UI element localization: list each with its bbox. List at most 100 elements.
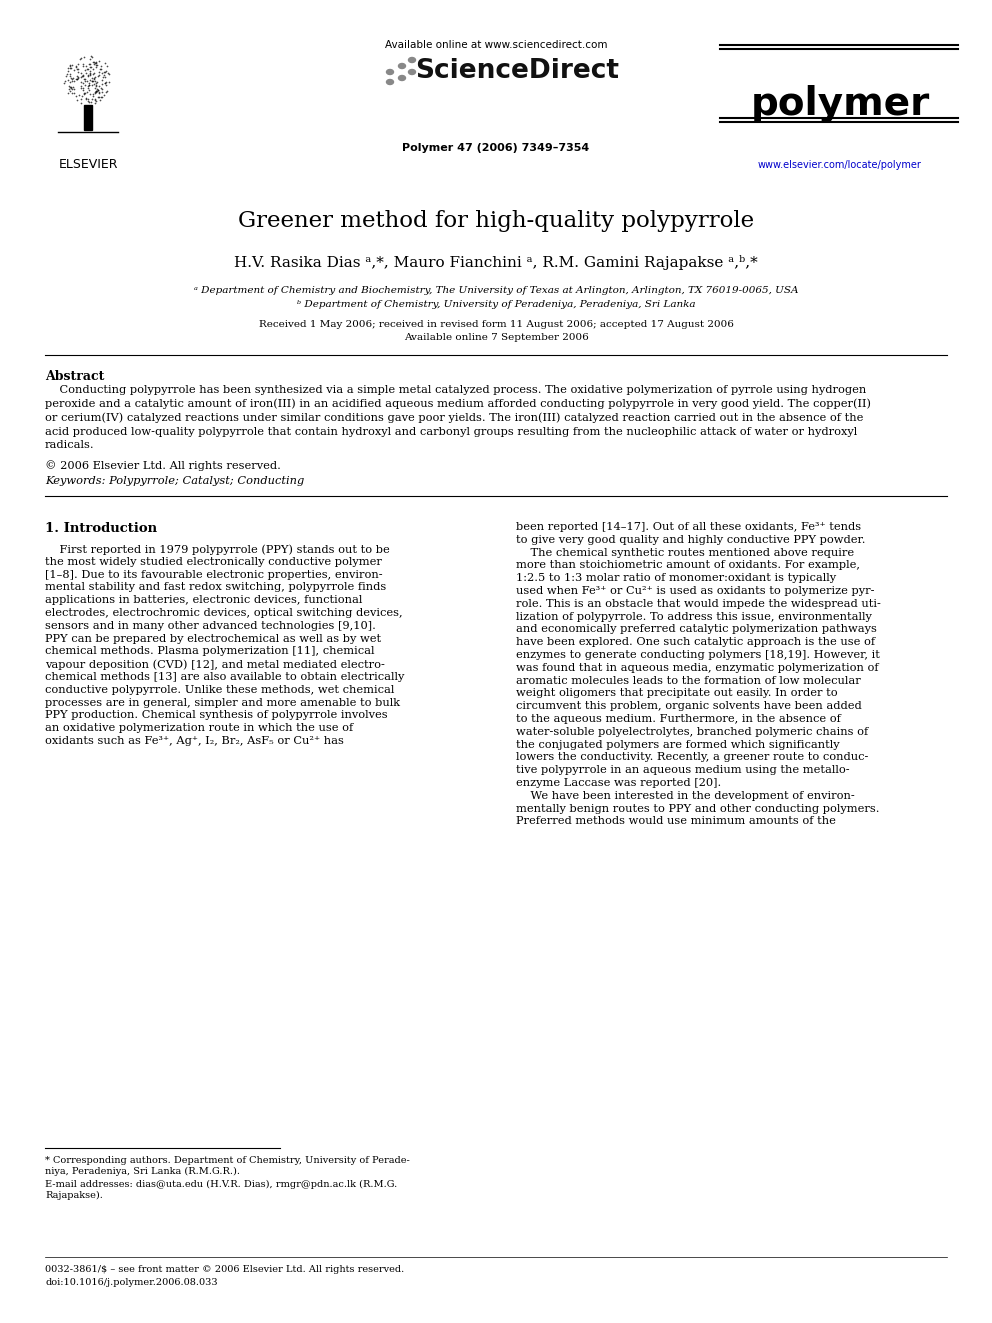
Text: ScienceDirect: ScienceDirect: [415, 58, 619, 83]
Point: [85, 69, 101, 90]
Point: [69, 61, 85, 82]
Point: [93, 86, 109, 107]
Point: [87, 78, 103, 99]
Point: [82, 65, 98, 86]
Text: Greener method for high-quality polypyrrole: Greener method for high-quality polypyrr…: [238, 210, 754, 232]
Point: [87, 81, 103, 102]
Point: [96, 61, 112, 82]
Point: [77, 69, 93, 90]
Point: [80, 78, 96, 99]
Point: [94, 81, 110, 102]
Point: [89, 54, 105, 75]
Text: [1–8]. Due to its favourable electronic properties, environ-: [1–8]. Due to its favourable electronic …: [45, 570, 383, 579]
Point: [57, 71, 72, 93]
Text: Conducting polypyrrole has been synthesized via a simple metal catalyzed process: Conducting polypyrrole has been synthesi…: [45, 385, 871, 450]
Point: [61, 69, 76, 90]
Point: [81, 75, 97, 97]
Point: [62, 71, 77, 93]
Point: [89, 78, 105, 99]
Ellipse shape: [399, 64, 406, 69]
Point: [87, 73, 103, 94]
Point: [64, 67, 80, 89]
Point: [71, 49, 87, 70]
Text: mentally benign routes to PPY and other conducting polymers.: mentally benign routes to PPY and other …: [516, 803, 880, 814]
Point: [80, 54, 96, 75]
Ellipse shape: [387, 70, 394, 74]
Point: [67, 69, 83, 90]
Point: [88, 53, 104, 74]
Point: [92, 90, 108, 111]
Point: [79, 65, 95, 86]
Point: [62, 78, 77, 99]
Point: [71, 85, 87, 106]
Text: ᵇ Department of Chemistry, University of Peradeniya, Peradeniya, Sri Lanka: ᵇ Department of Chemistry, University of…: [297, 300, 695, 310]
Text: sensors and in many other advanced technologies [9,10].: sensors and in many other advanced techn…: [45, 620, 376, 631]
Text: role. This is an obstacle that would impede the widespread uti-: role. This is an obstacle that would imp…: [516, 599, 881, 609]
Point: [82, 64, 98, 85]
Point: [67, 86, 83, 107]
Point: [65, 70, 81, 91]
Bar: [84, 105, 92, 130]
Text: The chemical synthetic routes mentioned above require: The chemical synthetic routes mentioned …: [516, 548, 854, 557]
Point: [84, 70, 100, 91]
Point: [99, 79, 115, 101]
Text: © 2006 Elsevier Ltd. All rights reserved.: © 2006 Elsevier Ltd. All rights reserved…: [45, 460, 281, 471]
Point: [89, 71, 105, 93]
Point: [87, 89, 103, 110]
Point: [97, 66, 113, 87]
Point: [93, 78, 109, 99]
Point: [74, 53, 90, 74]
Point: [62, 64, 77, 85]
Point: [75, 79, 91, 101]
Point: [95, 67, 111, 89]
Point: [81, 49, 97, 70]
Point: [69, 66, 85, 87]
Text: used when Fe³⁺ or Cu²⁺ is used as oxidants to polymerize pyr-: used when Fe³⁺ or Cu²⁺ is used as oxidan…: [516, 586, 875, 595]
Text: the most widely studied electronically conductive polymer: the most widely studied electronically c…: [45, 557, 382, 566]
Point: [91, 50, 107, 71]
Point: [61, 57, 76, 78]
Point: [88, 90, 104, 111]
Point: [87, 74, 103, 95]
Point: [62, 56, 78, 77]
Point: [101, 64, 117, 85]
Point: [84, 67, 100, 89]
Point: [85, 74, 101, 95]
Point: [94, 78, 110, 99]
Point: [91, 82, 107, 103]
Point: [81, 61, 97, 82]
Point: [65, 79, 81, 101]
Point: [94, 69, 110, 90]
Ellipse shape: [409, 70, 416, 74]
Point: [88, 81, 104, 102]
Point: [62, 54, 77, 75]
Text: PPY can be prepared by electrochemical as well as by wet: PPY can be prepared by electrochemical a…: [45, 634, 381, 643]
Point: [84, 89, 100, 110]
Point: [68, 56, 84, 77]
Text: www.elsevier.com/locate/polymer: www.elsevier.com/locate/polymer: [758, 160, 922, 169]
Text: an oxidative polymerization route in which the use of: an oxidative polymerization route in whi…: [45, 724, 353, 733]
Text: to the aqueous medium. Furthermore, in the absence of: to the aqueous medium. Furthermore, in t…: [516, 714, 841, 724]
Text: enzymes to generate conducting polymers [18,19]. However, it: enzymes to generate conducting polymers …: [516, 650, 880, 660]
Point: [62, 57, 78, 78]
Point: [73, 66, 89, 87]
Point: [97, 62, 113, 83]
Text: tive polypyrrole in an aqueous medium using the metallo-: tive polypyrrole in an aqueous medium us…: [516, 765, 849, 775]
Text: H.V. Rasika Dias ᵃ,*, Mauro Fianchini ᵃ, R.M. Gamini Rajapakse ᵃ,ᵇ,*: H.V. Rasika Dias ᵃ,*, Mauro Fianchini ᵃ,…: [234, 255, 758, 270]
Point: [75, 56, 91, 77]
Point: [78, 89, 94, 110]
Point: [74, 85, 90, 106]
Point: [72, 75, 88, 97]
Text: ELSEVIER: ELSEVIER: [59, 157, 118, 171]
Point: [79, 70, 95, 91]
Point: [88, 57, 104, 78]
Point: [73, 48, 89, 69]
Point: [87, 71, 103, 93]
Text: PPY production. Chemical synthesis of polypyrrole involves: PPY production. Chemical synthesis of po…: [45, 710, 388, 721]
Point: [63, 57, 79, 78]
Point: [79, 58, 95, 79]
Point: [76, 46, 92, 67]
Point: [73, 62, 89, 83]
Point: [73, 78, 89, 99]
Point: [78, 62, 94, 83]
